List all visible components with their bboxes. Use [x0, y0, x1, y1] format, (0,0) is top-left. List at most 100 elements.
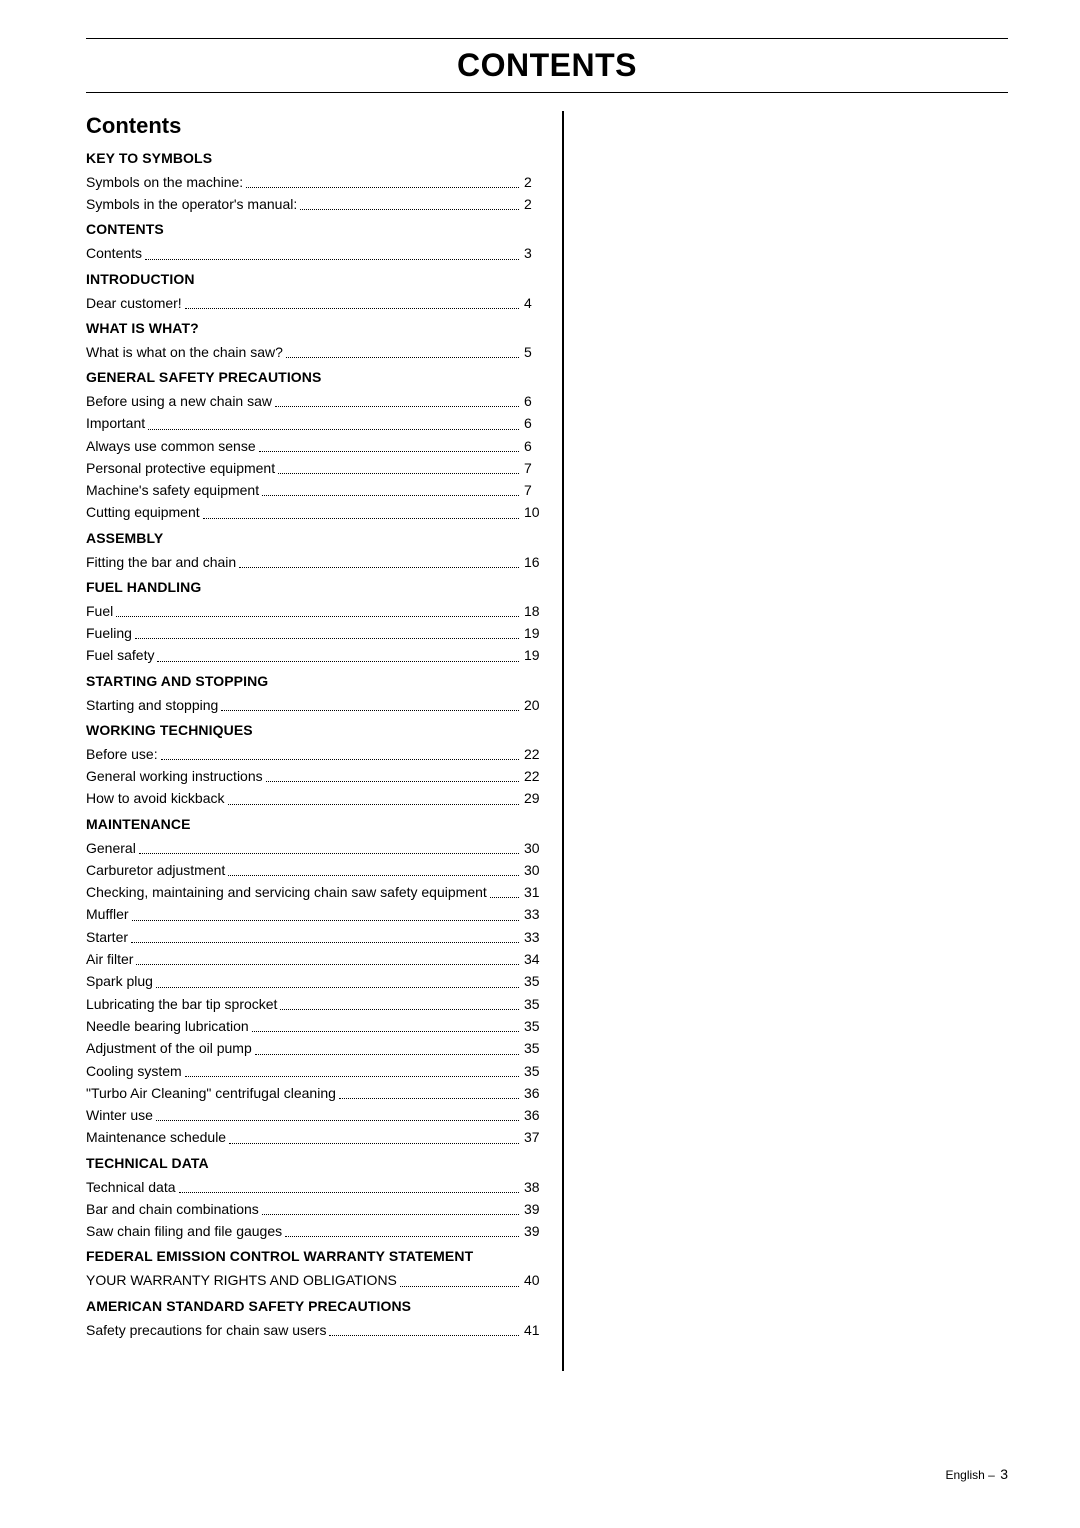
toc-section-head: WORKING TECHNIQUES [86, 721, 550, 740]
toc-label: Fitting the bar and chain [86, 552, 236, 572]
page-footer: English – 3 [945, 1466, 1008, 1482]
toc-leader-dots [156, 987, 519, 988]
toc-label: Adjustment of the oil pump [86, 1038, 252, 1058]
toc-row: "Turbo Air Cleaning" centrifugal cleanin… [86, 1083, 550, 1103]
toc-row: Fitting the bar and chain16 [86, 552, 550, 572]
toc-row: Cooling system35 [86, 1061, 550, 1081]
toc-label: "Turbo Air Cleaning" centrifugal cleanin… [86, 1083, 336, 1103]
toc-label: Always use common sense [86, 436, 256, 456]
toc-leader-dots [259, 451, 519, 452]
toc-page-number: 18 [524, 601, 550, 621]
toc-section-head: INTRODUCTION [86, 270, 550, 289]
toc-label: Technical data [86, 1177, 176, 1197]
toc-page-number: 7 [524, 458, 550, 478]
toc-row: Fueling19 [86, 623, 550, 643]
toc-leader-dots [262, 495, 519, 496]
toc-row: Machine's safety equipment 7 [86, 480, 550, 500]
toc-leader-dots [139, 853, 519, 854]
toc-section-head: TECHNICAL DATA [86, 1154, 550, 1173]
toc-page-number: 6 [524, 391, 550, 411]
toc-label: Dear customer! [86, 293, 182, 313]
toc-leader-dots [246, 187, 519, 188]
toc-row: Fuel18 [86, 601, 550, 621]
footer-page-number: 3 [1000, 1466, 1008, 1482]
toc-label: General working instructions [86, 766, 263, 786]
toc-page-number: 40 [524, 1270, 550, 1290]
toc-row: Muffler 33 [86, 904, 550, 924]
toc-list: KEY TO SYMBOLSSymbols on the machine:2Sy… [86, 149, 550, 1340]
toc-row: Winter use36 [86, 1105, 550, 1125]
page: CONTENTS Contents KEY TO SYMBOLSSymbols … [0, 0, 1080, 1528]
toc-page-number: 4 [524, 293, 550, 313]
toc-row: Spark plug35 [86, 971, 550, 991]
toc-label: Carburetor adjustment [86, 860, 225, 880]
toc-section-head: AMERICAN STANDARD SAFETY PRECAUTIONS [86, 1297, 550, 1316]
toc-page-number: 19 [524, 645, 550, 665]
toc-leader-dots [131, 942, 519, 943]
toc-leader-dots [228, 875, 519, 876]
toc-section-head: WHAT IS WHAT? [86, 319, 550, 338]
toc-row: What is what on the chain saw? 5 [86, 342, 550, 362]
toc-row: Needle bearing lubrication35 [86, 1016, 550, 1036]
toc-row: Cutting equipment10 [86, 502, 550, 522]
toc-row: Important 6 [86, 413, 550, 433]
toc-section-head: STARTING AND STOPPING [86, 672, 550, 691]
toc-label: What is what on the chain saw? [86, 342, 283, 362]
toc-label: Symbols on the machine: [86, 172, 243, 192]
page-title: CONTENTS [86, 41, 1008, 92]
toc-page-number: 33 [524, 927, 550, 947]
toc-label: How to avoid kickback [86, 788, 225, 808]
toc-page-number: 35 [524, 1038, 550, 1058]
toc-leader-dots [228, 804, 519, 805]
toc-page-number: 5 [524, 342, 550, 362]
toc-row: Starter 33 [86, 927, 550, 947]
toc-page-number: 19 [524, 623, 550, 643]
toc-page-number: 36 [524, 1105, 550, 1125]
toc-row: Before using a new chain saw6 [86, 391, 550, 411]
toc-label: Machine's safety equipment [86, 480, 259, 500]
toc-label: Fuel safety [86, 645, 154, 665]
toc-page-number: 7 [524, 480, 550, 500]
toc-leader-dots [145, 259, 519, 260]
toc-label: Contents [86, 243, 142, 263]
toc-leader-dots [266, 781, 519, 782]
toc-page-number: 39 [524, 1221, 550, 1241]
toc-page-number: 6 [524, 413, 550, 433]
toc-row: YOUR WARRANTY RIGHTS AND OBLIGATIONS40 [86, 1270, 550, 1290]
toc-row: General30 [86, 838, 550, 858]
toc-leader-dots [179, 1192, 519, 1193]
toc-row: How to avoid kickback29 [86, 788, 550, 808]
toc-row: Adjustment of the oil pump 35 [86, 1038, 550, 1058]
toc-label: Important [86, 413, 145, 433]
toc-page-number: 34 [524, 949, 550, 969]
contents-subhead: Contents [86, 113, 550, 139]
column-divider [562, 111, 564, 1371]
toc-leader-dots [203, 518, 519, 519]
toc-page-number: 30 [524, 838, 550, 858]
toc-page-number: 33 [524, 904, 550, 924]
toc-leader-dots [339, 1098, 519, 1099]
toc-leader-dots [490, 897, 519, 898]
toc-label: Needle bearing lubrication [86, 1016, 249, 1036]
toc-row: Always use common sense6 [86, 436, 550, 456]
toc-label: Starter [86, 927, 128, 947]
toc-label: Personal protective equipment [86, 458, 275, 478]
toc-page-number: 2 [524, 172, 550, 192]
toc-leader-dots [136, 964, 519, 965]
toc-leader-dots [300, 209, 519, 210]
rule-bottom [86, 92, 1008, 93]
toc-section-head: FEDERAL EMISSION CONTROL WARRANTY STATEM… [86, 1247, 550, 1266]
toc-row: Starting and stopping20 [86, 695, 550, 715]
toc-page-number: 2 [524, 194, 550, 214]
toc-section-head: FUEL HANDLING [86, 578, 550, 597]
toc-row: General working instructions 22 [86, 766, 550, 786]
toc-page-number: 22 [524, 744, 550, 764]
toc-row: Bar and chain combinations39 [86, 1199, 550, 1219]
toc-label: Spark plug [86, 971, 153, 991]
toc-section-head: GENERAL SAFETY PRECAUTIONS [86, 368, 550, 387]
toc-row: Technical data38 [86, 1177, 550, 1197]
toc-label: Muffler [86, 904, 129, 924]
toc-page-number: 22 [524, 766, 550, 786]
toc-label: Bar and chain combinations [86, 1199, 259, 1219]
toc-label: Starting and stopping [86, 695, 218, 715]
